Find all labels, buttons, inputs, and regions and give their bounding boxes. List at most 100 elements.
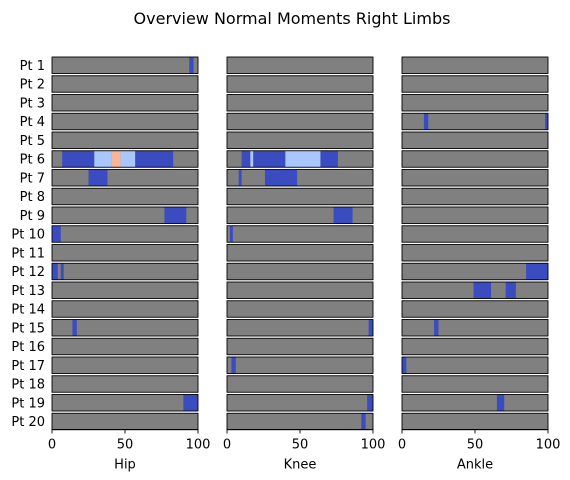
- row-label: Pt 8: [20, 190, 45, 205]
- row-border: [226, 169, 374, 187]
- row-border: [226, 281, 374, 299]
- x-tick-label: 0: [223, 438, 231, 453]
- row-border: [226, 394, 374, 412]
- segment-dark_blue: [526, 263, 548, 280]
- row-label: Pt 16: [11, 340, 45, 355]
- x-tick-label: 0: [398, 438, 406, 453]
- segment-dark_blue: [423, 113, 429, 130]
- segment-light_blue: [94, 150, 112, 168]
- row-bar: [227, 225, 373, 243]
- row-bar: [52, 75, 198, 93]
- row-label: Pt 3: [20, 96, 45, 111]
- segment-dark_blue: [320, 150, 338, 168]
- segment-dark_blue: [52, 225, 61, 243]
- row-border: [51, 187, 199, 206]
- row-label: Pt 11: [11, 246, 45, 261]
- row-border: [401, 244, 549, 262]
- x-tick-label: 50: [117, 438, 134, 453]
- row-bar: [227, 394, 373, 411]
- panel-hip: 0 50 100 Hip: [48, 56, 211, 473]
- row-border: [401, 225, 549, 243]
- segment-dark_blue: [60, 263, 64, 280]
- x-tick-label: 100: [186, 438, 211, 453]
- row-border: [51, 394, 199, 412]
- row-bar: [227, 188, 373, 205]
- row-border: [226, 187, 374, 206]
- row-bar: [402, 75, 548, 93]
- row-border: [401, 150, 549, 168]
- row-bar: [402, 263, 548, 280]
- row-border: [51, 356, 199, 374]
- row-bar: [402, 113, 548, 130]
- row-border: [51, 319, 199, 337]
- row-bar: [402, 375, 548, 393]
- segment-dark_blue: [62, 150, 95, 168]
- segment-dark_blue: [333, 207, 353, 224]
- row-bar: [52, 357, 198, 374]
- row-bar: [402, 319, 548, 336]
- row-bar: [402, 150, 548, 168]
- row-border: [401, 94, 549, 112]
- segment-dark_blue: [368, 319, 373, 336]
- row-bar: [402, 244, 548, 261]
- row-bar: [227, 244, 373, 261]
- row-border: [226, 150, 374, 168]
- row-border: [226, 356, 374, 374]
- row-bar: [227, 94, 373, 111]
- segment-dark_blue: [189, 57, 194, 74]
- row-border: [401, 187, 549, 206]
- row-bar: [52, 113, 198, 130]
- row-bar: [402, 394, 548, 411]
- x-tick-label: 100: [536, 438, 561, 453]
- row-bar: [402, 357, 548, 374]
- row-border: [401, 206, 549, 224]
- row-border: [51, 225, 199, 243]
- row-bar: [52, 375, 198, 393]
- row-border: [51, 56, 199, 74]
- row-label: Pt 13: [11, 284, 45, 299]
- row-border: [226, 225, 374, 243]
- row-border: [401, 375, 549, 393]
- segment-dark_blue: [135, 150, 174, 168]
- row-label: Pt 20: [11, 415, 45, 430]
- segment-dark_blue: [164, 207, 187, 224]
- row-label: Pt 15: [11, 321, 45, 336]
- row-bar: [52, 413, 198, 430]
- row-bar: [402, 338, 548, 355]
- segment-dark_blue: [367, 394, 373, 411]
- segment-dark_blue: [52, 263, 58, 280]
- row-bar: [402, 207, 548, 224]
- row-border: [401, 281, 549, 299]
- row-label: Pt 5: [20, 134, 45, 149]
- row-bar: [52, 319, 198, 336]
- row-bar: [227, 263, 373, 280]
- row-label: Pt 2: [20, 78, 45, 93]
- row-border: [51, 94, 199, 112]
- segment-dark_blue: [72, 319, 77, 336]
- panel-knee: 0 50 100 Knee: [223, 56, 385, 473]
- row-bar: [227, 357, 373, 374]
- segment-dark_blue: [241, 150, 251, 168]
- row-label: Pt 7: [20, 171, 45, 186]
- segment-dark_blue: [264, 169, 298, 186]
- segment-dark_blue: [434, 319, 439, 336]
- row-bar: [52, 225, 198, 243]
- row-border: [226, 131, 374, 149]
- row-border: [51, 244, 199, 262]
- row-border: [226, 56, 374, 74]
- x-tick-label: 50: [292, 438, 309, 453]
- segment-dark_blue: [253, 150, 286, 168]
- segment-light_blue: [285, 150, 321, 168]
- row-label: Pt 19: [11, 396, 45, 411]
- row-bar: [227, 132, 373, 149]
- row-border: [51, 337, 199, 356]
- row-bar: [402, 169, 548, 186]
- segment-dark_blue: [402, 357, 407, 374]
- row-border: [401, 56, 549, 74]
- row-bar: [52, 207, 198, 224]
- row-bar: [227, 75, 373, 93]
- segment-dark_blue: [238, 169, 242, 186]
- row-border: [226, 244, 374, 262]
- row-bar: [402, 300, 548, 318]
- row-bar: [227, 57, 373, 74]
